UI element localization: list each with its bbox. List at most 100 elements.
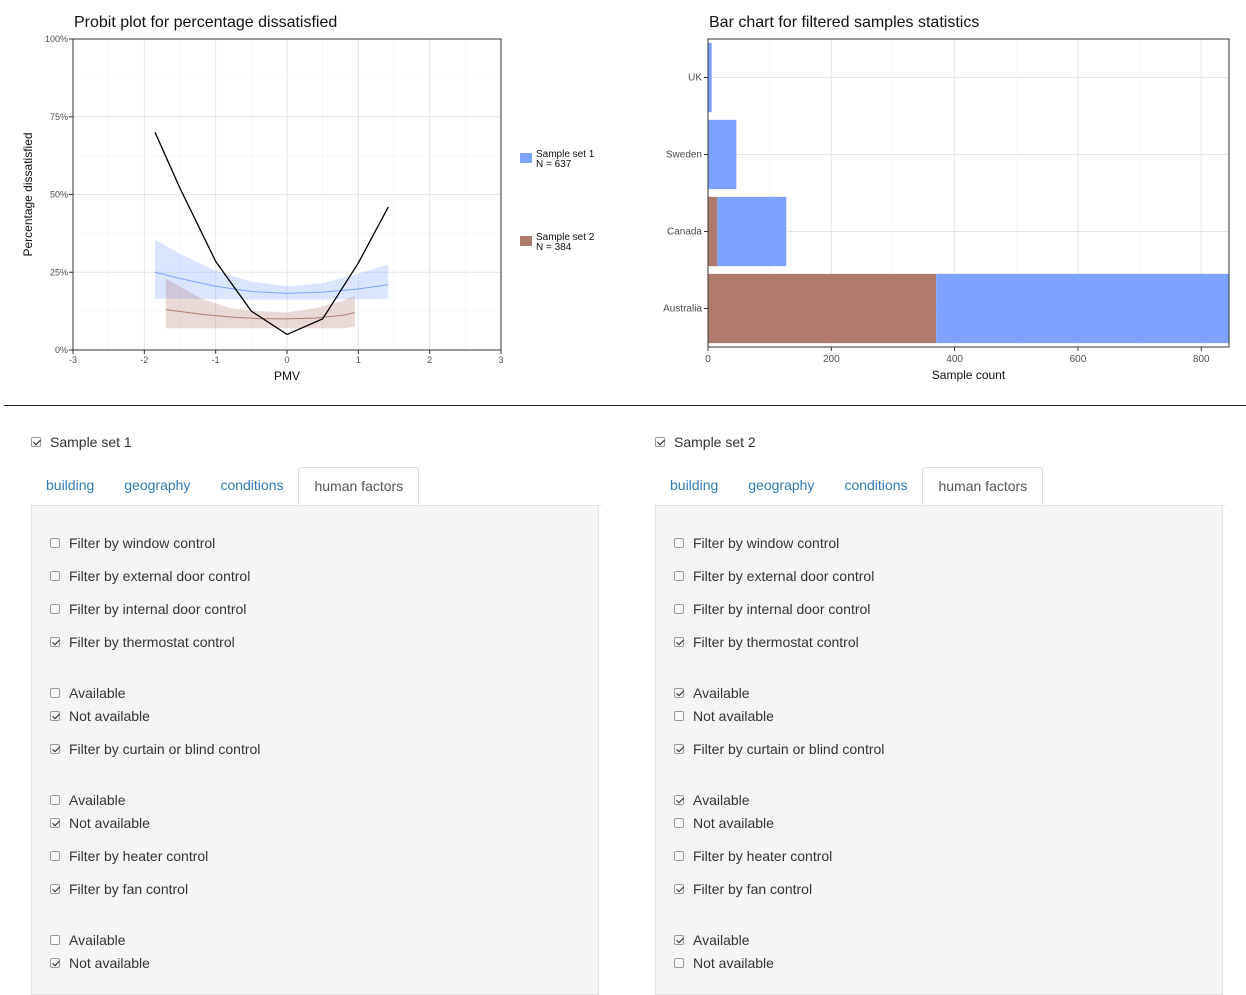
thermostat-available[interactable]: Available xyxy=(50,685,126,701)
filter-external-door-control[interactable]: Filter by external door control xyxy=(50,568,250,584)
checkbox[interactable] xyxy=(50,637,60,647)
checkbox[interactable] xyxy=(674,637,684,647)
filter-heater-control[interactable]: Filter by heater control xyxy=(50,848,208,864)
checkbox[interactable] xyxy=(50,818,60,828)
row-label: Not available xyxy=(693,955,774,971)
filter-internal-door-control[interactable]: Filter by internal door control xyxy=(50,601,246,617)
checkbox[interactable] xyxy=(674,688,684,698)
checkbox[interactable] xyxy=(674,884,684,894)
checkbox[interactable] xyxy=(674,935,684,945)
row-label: Not available xyxy=(693,815,774,831)
row-label: Not available xyxy=(69,955,150,971)
checkbox[interactable] xyxy=(50,604,60,614)
filter-external-door-control[interactable]: Filter by external door control xyxy=(674,568,874,584)
y-axis-title: Percentage dissatisfied xyxy=(21,132,35,256)
row-label: Filter by fan control xyxy=(69,881,189,897)
checkbox[interactable] xyxy=(674,795,684,805)
bar-plot-title: Bar chart for filtered samples statistic… xyxy=(709,14,980,31)
row-label: Not available xyxy=(693,708,774,724)
legend-key-1 xyxy=(520,153,532,163)
checkbox[interactable] xyxy=(674,851,684,861)
checkbox[interactable] xyxy=(50,688,60,698)
fan-not-available[interactable]: Not available xyxy=(50,955,150,971)
y-tick-label: 50% xyxy=(50,190,68,200)
category-label: Canada xyxy=(667,227,702,238)
tab-building[interactable]: building xyxy=(46,477,95,493)
checkbox[interactable] xyxy=(50,744,60,754)
tab-geography[interactable]: geography xyxy=(748,477,815,493)
row-label: Filter by curtain or blind control xyxy=(69,741,261,757)
sample-set-2-toggle[interactable]: Sample set 2 xyxy=(655,430,1225,454)
bar-canada-series-2 xyxy=(717,196,787,267)
curtain-not-available[interactable]: Not available xyxy=(50,815,150,831)
thermostat-not-available[interactable]: Not available xyxy=(674,708,774,724)
filter-curtain-blind-control[interactable]: Filter by curtain or blind control xyxy=(674,741,884,757)
x-axis-title: Sample count xyxy=(932,368,1006,382)
curtain-available[interactable]: Available xyxy=(50,792,126,808)
y-tick-label: 100% xyxy=(45,34,68,44)
tab-human-factors[interactable]: human factors xyxy=(922,467,1044,506)
probit-plot: -3 -2 -1 0 1 2 3 0% 25% 50% 75% 100% PMV Percentage d… xyxy=(21,34,595,383)
row-label: Available xyxy=(693,792,750,808)
x-tick-label: 2 xyxy=(427,355,432,365)
y-tick-label: 0% xyxy=(55,345,68,355)
thermostat-not-available[interactable]: Not available xyxy=(50,708,150,724)
tab-human-factors[interactable]: human factors xyxy=(298,467,420,506)
legend-n: N = 637 xyxy=(536,159,572,170)
checkbox[interactable] xyxy=(674,818,684,828)
row-label: Filter by window control xyxy=(693,535,840,551)
sample-set-2-checkbox[interactable] xyxy=(655,437,665,447)
row-label: Available xyxy=(69,932,126,948)
row-label: Filter by thermostat control xyxy=(69,634,235,650)
checkbox[interactable] xyxy=(50,958,60,968)
checkbox[interactable] xyxy=(50,795,60,805)
fan-not-available[interactable]: Not available xyxy=(674,955,774,971)
row-label: Filter by internal door control xyxy=(693,601,871,617)
checkbox[interactable] xyxy=(674,604,684,614)
x-tick-label: 0 xyxy=(705,354,711,365)
checkbox[interactable] xyxy=(674,744,684,754)
checkbox[interactable] xyxy=(50,711,60,721)
tab-geography[interactable]: geography xyxy=(124,477,191,493)
curtain-not-available[interactable]: Not available xyxy=(674,815,774,831)
checkbox[interactable] xyxy=(674,711,684,721)
filter-internal-door-control[interactable]: Filter by internal door control xyxy=(674,601,870,617)
thermostat-available[interactable]: Available xyxy=(674,685,750,701)
tab-building[interactable]: building xyxy=(670,477,719,493)
filter-fan-control[interactable]: Filter by fan control xyxy=(50,881,188,897)
filter-heater-control[interactable]: Filter by heater control xyxy=(674,848,832,864)
curtain-available[interactable]: Available xyxy=(674,792,750,808)
checkbox[interactable] xyxy=(50,935,60,945)
probit-plot-title: Probit plot for percentage dissatisfied xyxy=(74,14,338,31)
checkbox[interactable] xyxy=(674,538,684,548)
checkbox[interactable] xyxy=(50,538,60,548)
sample-set-1-checkbox[interactable] xyxy=(31,437,41,447)
legend-key-2 xyxy=(520,236,532,246)
x-tick-label: 600 xyxy=(1070,354,1087,365)
filter-thermostat-control[interactable]: Filter by thermostat control xyxy=(50,634,235,650)
row-label: Filter by heater control xyxy=(693,848,833,864)
legend-label: Sample set 1 xyxy=(536,149,595,160)
fan-available[interactable]: Available xyxy=(50,932,126,948)
tab-conditions[interactable]: conditions xyxy=(844,477,908,493)
category-label: UK xyxy=(688,73,702,84)
filter-tabs: building geography conditions human fact… xyxy=(655,467,1225,506)
fan-available[interactable]: Available xyxy=(674,932,750,948)
filter-window-control[interactable]: Filter by window control xyxy=(50,535,215,551)
filter-window-control[interactable]: Filter by window control xyxy=(674,535,839,551)
checkbox[interactable] xyxy=(674,958,684,968)
tab-conditions[interactable]: conditions xyxy=(220,477,284,493)
checkbox[interactable] xyxy=(50,851,60,861)
checkbox[interactable] xyxy=(50,884,60,894)
filter-curtain-blind-control[interactable]: Filter by curtain or blind control xyxy=(50,741,260,757)
row-label: Not available xyxy=(69,815,150,831)
row-label: Filter by curtain or blind control xyxy=(693,741,885,757)
filter-well: Filter by window control Filter by exter… xyxy=(31,505,599,995)
filter-tabs: building geography conditions human fact… xyxy=(31,467,601,506)
sample-set-2-label: Sample set 2 xyxy=(674,434,756,450)
filter-thermostat-control[interactable]: Filter by thermostat control xyxy=(674,634,859,650)
checkbox[interactable] xyxy=(674,571,684,581)
sample-set-1-toggle[interactable]: Sample set 1 xyxy=(31,430,601,454)
filter-fan-control[interactable]: Filter by fan control xyxy=(674,881,812,897)
checkbox[interactable] xyxy=(50,571,60,581)
